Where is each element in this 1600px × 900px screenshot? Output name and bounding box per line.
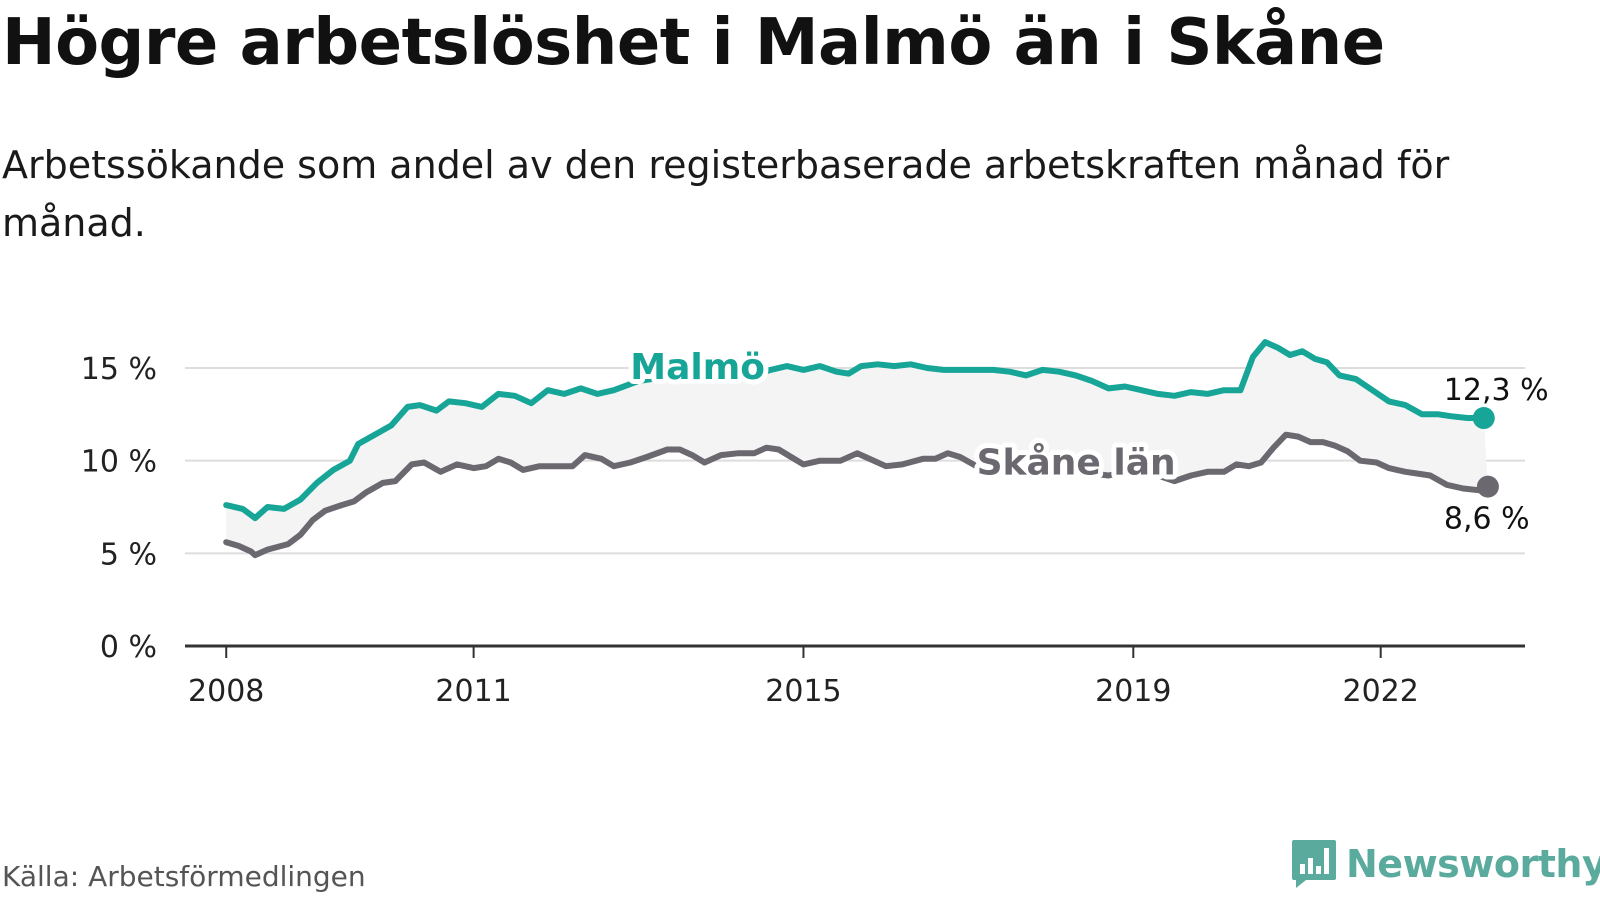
y-tick-label: 15 % — [81, 352, 157, 387]
end-value-label-skane: 8,6 % — [1444, 502, 1530, 537]
series-label-skane: Skåne län — [977, 443, 1176, 484]
source-note: Källa: Arbetsförmedlingen — [2, 860, 366, 893]
x-tick-label: 2011 — [435, 674, 511, 709]
x-tick-label: 2008 — [188, 674, 264, 709]
series-line-malmo — [223, 339, 1487, 522]
gridlines: 0 % 5 % 10 % 15 % — [81, 352, 1525, 665]
logo-text: Newsworthy — [1346, 842, 1600, 886]
series-label-malmo: Malmö — [630, 347, 765, 388]
y-tick-label: 0 % — [100, 630, 157, 665]
newsworthy-logo[interactable]: Newsworthy — [1290, 838, 1600, 890]
y-tick-label: 10 % — [81, 445, 157, 480]
gap-band — [226, 342, 1488, 556]
x-axis: 2008 2011 2015 2019 2022 — [185, 644, 1525, 709]
x-tick-label: 2019 — [1095, 674, 1171, 709]
x-tick-label: 2022 — [1343, 674, 1419, 709]
x-tick-label: 2015 — [765, 674, 841, 709]
end-value-label-malmo: 12,3 % — [1444, 373, 1549, 408]
chart-subtitle: Arbetssökande som andel av den registerb… — [2, 143, 1450, 245]
end-point-malmo — [1472, 407, 1495, 430]
line-chart: 0 % 5 % 10 % 15 % 12,3 % Malmö 8,6 % Skåne län… — [81, 339, 1549, 709]
bar-chart-icon — [1292, 840, 1336, 888]
series-line-skane — [223, 431, 1491, 559]
y-tick-label: 5 % — [100, 537, 157, 572]
series-labels: 12,3 % Malmö 8,6 % Skåne län — [625, 342, 1549, 537]
chart-title: Högre arbetslöshet i Malmö än i Skåne — [2, 6, 1385, 80]
end-point-skane — [1476, 475, 1499, 498]
series-lines — [223, 339, 1499, 559]
